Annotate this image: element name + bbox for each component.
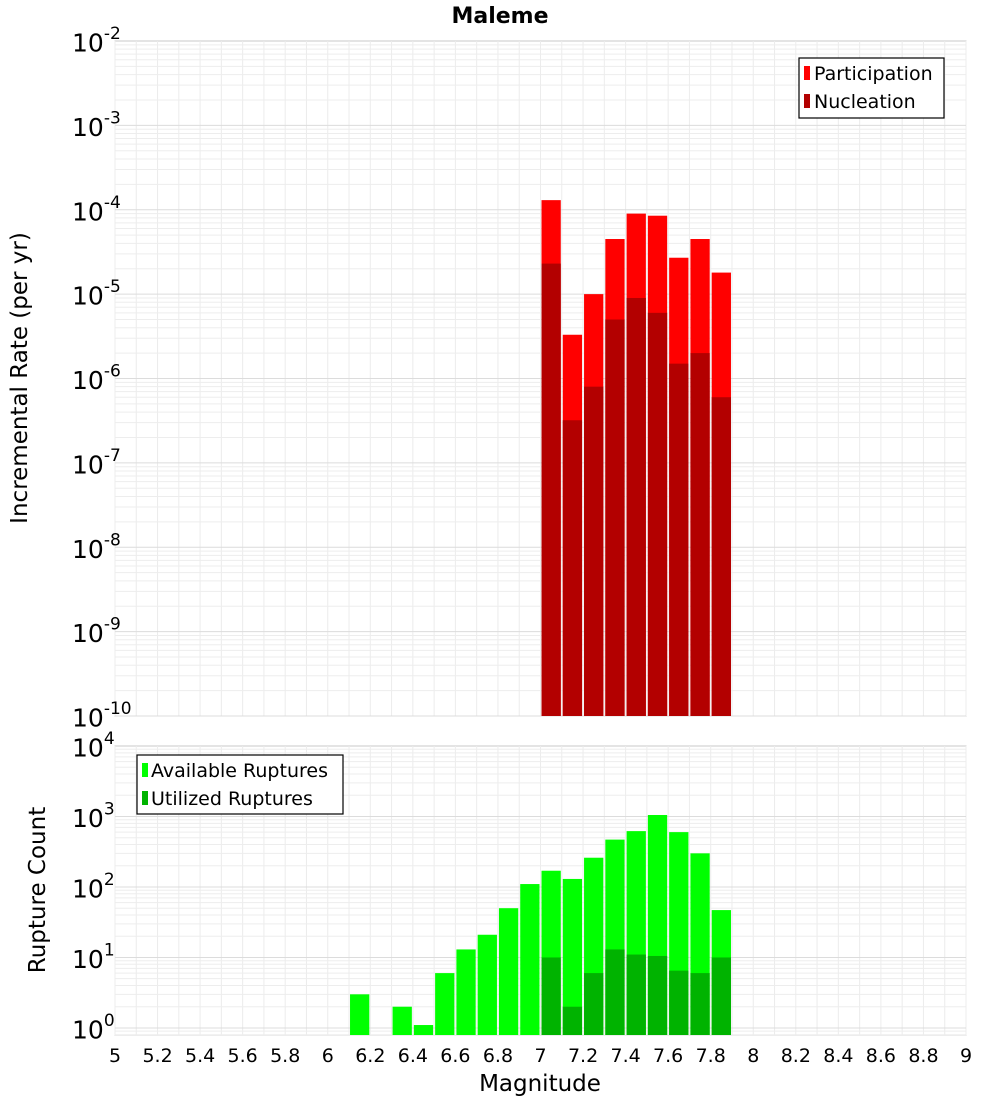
x-tick-label: 5.4 (185, 1045, 215, 1067)
y-tick-label: 100 (72, 1011, 115, 1045)
y-tick-label: 10-7 (72, 446, 121, 480)
x-tick-label: 6.8 (483, 1045, 513, 1067)
bar-utilized-ruptures (562, 1006, 583, 1035)
bar-utilized-ruptures (647, 955, 668, 1035)
bar-available-ruptures (562, 878, 583, 1035)
legend-swatch-participation (804, 66, 810, 80)
bottom-bars (350, 814, 731, 1035)
bar-nucleation (562, 420, 583, 716)
y-tick-label: 10-5 (72, 277, 121, 311)
bar-available-ruptures (350, 994, 370, 1035)
legend-label-utilized: Utilized Ruptures (151, 788, 313, 810)
legend-label-available: Available Ruptures (151, 760, 328, 782)
bar-available-ruptures (477, 934, 497, 1035)
bar-utilized-ruptures (626, 954, 646, 1035)
bottom-y-axis-label: Rupture Count (25, 807, 51, 973)
x-tick-label: 7.2 (568, 1045, 598, 1067)
x-tick-label: 6 (322, 1045, 334, 1067)
x-tick-label: 5.6 (228, 1045, 258, 1067)
bar-nucleation (584, 386, 604, 716)
top-y-ticks: 10-2 10-3 10-4 10-5 10-6 10-7 10-8 10-9 10-10 (72, 24, 132, 733)
legend-swatch-nucleation (804, 94, 810, 108)
bottom-gridlines (114, 746, 967, 1036)
bar-available-ruptures (392, 1006, 412, 1035)
y-tick-label: 10-10 (72, 699, 132, 733)
y-tick-label: 103 (72, 799, 115, 833)
bar-utilized-ruptures (541, 957, 561, 1035)
x-tick-label: 6.2 (355, 1045, 385, 1067)
x-tick-label: 5.2 (142, 1045, 172, 1067)
y-tick-label: 10-3 (72, 108, 121, 142)
y-tick-label: 10-9 (72, 615, 121, 649)
x-tick-label: 6.4 (398, 1045, 428, 1067)
bar-utilized-ruptures (605, 949, 625, 1035)
bottom-y-ticks: 104 103 102 101 100 (72, 729, 115, 1044)
bottom-legend: Available Ruptures Utilized Ruptures (136, 754, 344, 815)
y-tick-label: 102 (72, 870, 115, 904)
x-ticks: 5 5.2 5.4 5.6 5.8 6 6.2 6.4 6.6 6.8 7 7.2 7.4 7.6 7.8 8… (109, 1045, 972, 1067)
bar-nucleation (647, 312, 668, 716)
chart-title: Maleme (451, 4, 548, 29)
x-tick-label: 6.6 (440, 1045, 470, 1067)
x-axis-label: Magnitude (479, 1071, 601, 1097)
bar-available-ruptures (435, 973, 455, 1035)
bar-nucleation (669, 363, 689, 716)
bar-utilized-ruptures (584, 973, 604, 1035)
x-tick-label: 7.8 (696, 1045, 726, 1067)
bar-nucleation (711, 397, 731, 716)
y-tick-label: 10-2 (72, 24, 121, 58)
bar-utilized-ruptures (690, 973, 710, 1035)
bar-utilized-ruptures (711, 957, 731, 1035)
bar-utilized-ruptures (669, 970, 689, 1035)
y-tick-label: 10-4 (72, 193, 121, 227)
top-gridlines (114, 41, 967, 717)
bar-available-ruptures (456, 949, 476, 1035)
x-tick-label: 8.8 (908, 1045, 938, 1067)
legend-label-nucleation: Nucleation (814, 91, 916, 113)
y-tick-label: 104 (72, 729, 115, 763)
top-legend: Participation Nucleation (798, 57, 945, 119)
x-tick-label: 8.2 (781, 1045, 811, 1067)
y-tick-label: 10-8 (72, 530, 121, 564)
x-tick-label: 7 (534, 1045, 546, 1067)
bar-available-ruptures (498, 908, 519, 1035)
x-tick-label: 7.6 (653, 1045, 683, 1067)
legend-swatch-utilized (142, 791, 148, 805)
x-tick-label: 8.6 (866, 1045, 896, 1067)
y-tick-label: 101 (72, 940, 115, 974)
bar-nucleation (541, 263, 561, 716)
x-tick-label: 5 (109, 1045, 121, 1067)
legend-swatch-available (142, 763, 148, 777)
x-tick-label: 8.4 (823, 1045, 853, 1067)
bar-available-ruptures (413, 1025, 434, 1035)
x-tick-label: 9 (960, 1045, 972, 1067)
bar-available-ruptures (520, 884, 540, 1035)
x-tick-label: 8 (747, 1045, 759, 1067)
x-tick-label: 5.8 (270, 1045, 300, 1067)
bar-nucleation (690, 353, 710, 716)
bar-nucleation (605, 319, 625, 716)
legend-label-participation: Participation (814, 63, 933, 85)
top-y-axis-label: Incremental Rate (per yr) (7, 232, 33, 524)
bar-nucleation (626, 297, 646, 716)
x-tick-label: 7.4 (610, 1045, 640, 1067)
top-bars (541, 200, 731, 717)
y-tick-label: 10-6 (72, 362, 121, 396)
